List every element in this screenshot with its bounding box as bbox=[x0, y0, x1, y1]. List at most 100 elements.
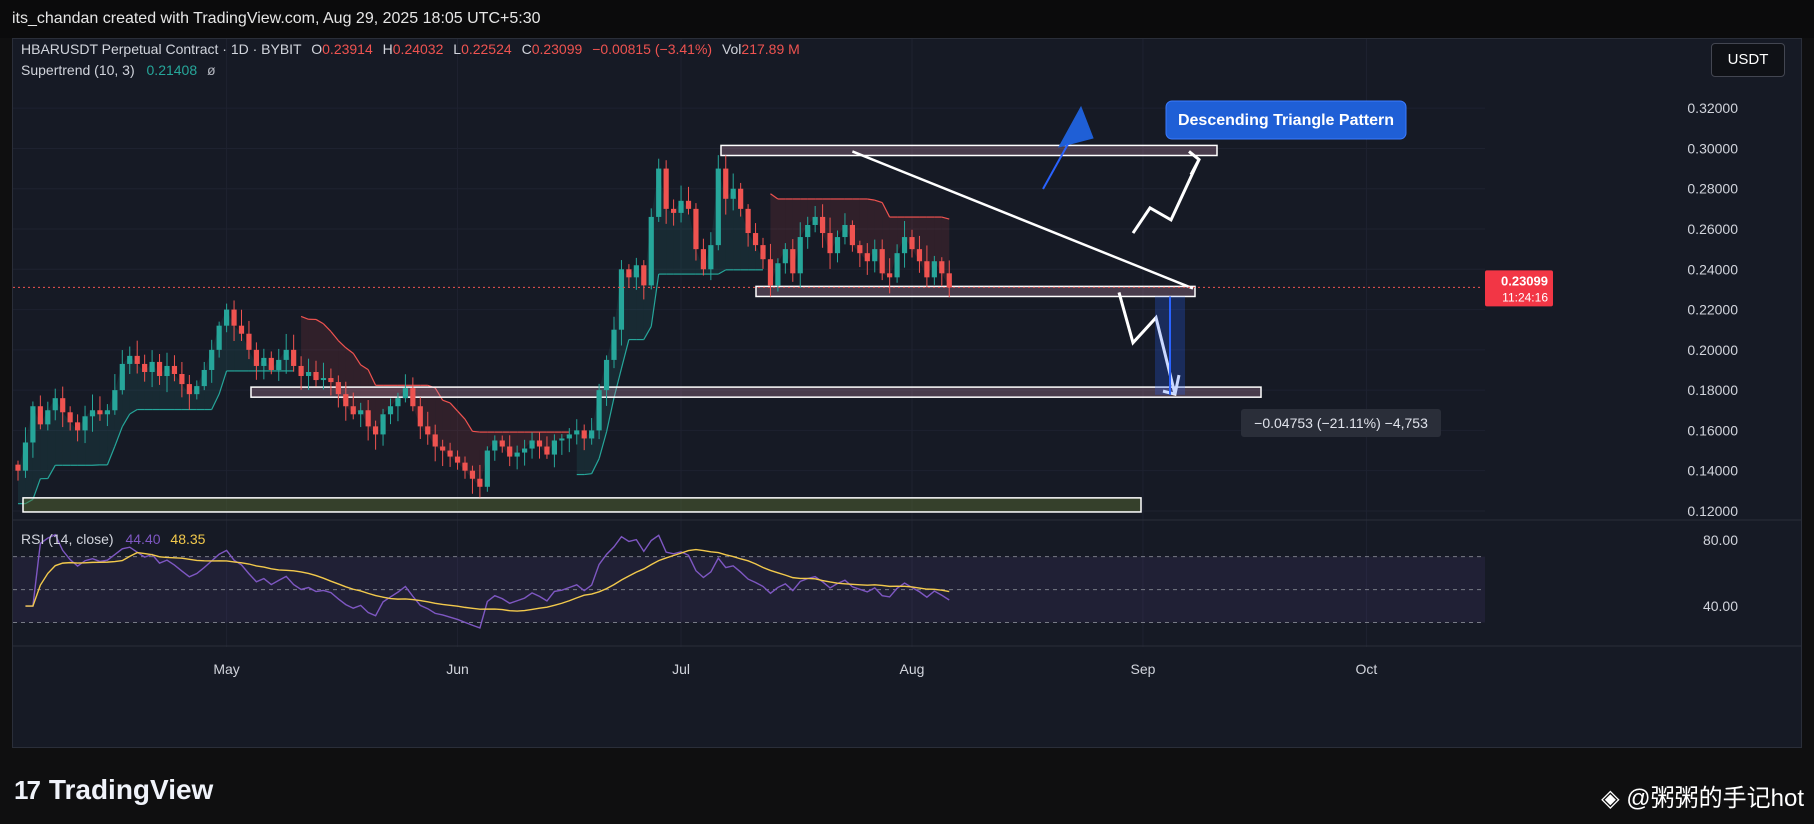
rsi-line bbox=[25, 533, 950, 629]
candle-body bbox=[879, 249, 885, 274]
supertrend-fill bbox=[487, 432, 495, 451]
price-tick-label: 0.26000 bbox=[1687, 221, 1738, 237]
candle-body bbox=[946, 273, 952, 288]
candle-body bbox=[559, 438, 565, 441]
zone-layer bbox=[22, 144, 1262, 513]
candle-body bbox=[901, 237, 908, 254]
axis-layer: 0.32000 0.30000 0.28000 0.26000 0.24000 0.220… bbox=[213, 100, 1738, 677]
candle-body bbox=[887, 273, 893, 278]
price-tick-label: 0.30000 bbox=[1687, 140, 1738, 156]
candle-body bbox=[320, 378, 327, 381]
candle-body bbox=[849, 224, 855, 246]
descending-trendline bbox=[851, 150, 1194, 290]
candle-body bbox=[648, 216, 654, 286]
supertrend-line bbox=[337, 340, 347, 349]
candle-body bbox=[350, 406, 356, 415]
candle-body bbox=[231, 309, 237, 326]
candle-body bbox=[238, 325, 245, 334]
symbol-legend: HBARUSDT Perpetual Contract · 1D · BYBIT… bbox=[21, 41, 800, 57]
candle-body bbox=[305, 371, 312, 377]
measure-label: −0.04753 (−21.11%) −4,753 bbox=[1254, 415, 1428, 431]
supertrend-fill bbox=[897, 217, 905, 254]
candle-body bbox=[678, 200, 684, 213]
rsi-legend[interactable]: RSI (14, close) 44.40 48.35 bbox=[21, 531, 206, 547]
supertrend-fill bbox=[889, 217, 898, 278]
support-resistance-zone bbox=[22, 497, 1142, 513]
candle-body bbox=[253, 349, 259, 366]
supertrend-fill bbox=[524, 432, 533, 449]
candle-body bbox=[730, 188, 736, 199]
supertrend-line bbox=[867, 198, 875, 201]
tradingview-logo[interactable]: 17 TradingView bbox=[14, 774, 214, 805]
supertrend-fill bbox=[688, 208, 696, 275]
candle-body bbox=[224, 309, 230, 326]
callout-leader bbox=[1042, 143, 1069, 190]
price-chart[interactable]: 0.32000 0.30000 0.28000 0.26000 0.24000 0.220… bbox=[13, 39, 1801, 747]
supertrend-fill bbox=[561, 432, 570, 439]
chart-credit: its_chandan created with TradingView.com… bbox=[0, 0, 1814, 38]
candle-body bbox=[82, 416, 88, 431]
supertrend-line bbox=[472, 430, 480, 433]
candle-body bbox=[842, 224, 848, 238]
candle-body bbox=[268, 357, 274, 370]
supertrend-fill bbox=[241, 333, 249, 371]
price-tick-label: 0.22000 bbox=[1687, 302, 1738, 318]
supertrend-fill bbox=[55, 398, 63, 466]
indicator-legend[interactable]: Supertrend (10, 3) 0.21408 ø bbox=[21, 62, 216, 78]
footer: 17 TradingView ◈ @粥粥的手记hot bbox=[0, 760, 1814, 824]
candle-body bbox=[365, 410, 371, 427]
candle-body bbox=[924, 261, 930, 278]
candle-body bbox=[685, 200, 692, 209]
price-tick-label: 0.12000 bbox=[1687, 503, 1738, 519]
candle-body bbox=[484, 450, 490, 487]
candle-body bbox=[551, 440, 557, 455]
supertrend-line bbox=[449, 402, 458, 412]
supertrend-line bbox=[121, 413, 131, 428]
candle-body bbox=[931, 261, 937, 278]
support-resistance-zone bbox=[250, 386, 1262, 398]
supertrend-fill bbox=[167, 365, 175, 410]
supertrend-fill bbox=[234, 325, 242, 371]
supertrend-fill bbox=[733, 188, 741, 270]
candle-body bbox=[156, 361, 163, 377]
supertrend-line bbox=[129, 409, 138, 415]
supertrend-fill bbox=[62, 412, 71, 466]
candle-body bbox=[37, 406, 43, 425]
supertrend-fill bbox=[129, 355, 138, 414]
supertrend-line bbox=[32, 478, 41, 500]
pattern-callout[interactable]: Descending Triangle Pattern bbox=[1042, 100, 1407, 190]
candle-body bbox=[857, 245, 863, 254]
rsi-ma-line bbox=[25, 548, 950, 612]
supertrend-line bbox=[218, 370, 228, 395]
supertrend-fill bbox=[181, 384, 190, 410]
supertrend-line bbox=[367, 369, 377, 386]
candle-body bbox=[782, 249, 788, 264]
candle-body bbox=[469, 470, 476, 479]
currency-button[interactable]: USDT bbox=[1711, 43, 1785, 77]
candle-body bbox=[820, 216, 826, 234]
candle-body bbox=[514, 452, 520, 457]
supertrend-line bbox=[300, 315, 309, 320]
eye-slash-icon: ø bbox=[207, 62, 216, 78]
candle-body bbox=[149, 361, 155, 372]
chart-panel[interactable]: 0.32000 0.30000 0.28000 0.26000 0.24000 0.220… bbox=[12, 38, 1802, 748]
candle-body bbox=[67, 412, 73, 423]
candle-body bbox=[752, 233, 759, 246]
rsi-pane bbox=[13, 533, 1485, 629]
candle-body bbox=[671, 208, 677, 213]
candle-body bbox=[589, 430, 595, 439]
candle-body bbox=[566, 434, 572, 439]
measure-box bbox=[1241, 409, 1441, 437]
candle-body bbox=[127, 355, 133, 364]
supertrend-fill bbox=[554, 432, 562, 441]
candle-body bbox=[134, 355, 140, 364]
candle-body bbox=[432, 434, 438, 447]
candle-body bbox=[164, 365, 170, 377]
candle-body bbox=[544, 446, 550, 455]
candle-body bbox=[745, 208, 751, 234]
supertrend-line bbox=[591, 458, 600, 474]
supertrend-fill bbox=[934, 217, 942, 274]
supertrend-line bbox=[464, 418, 473, 432]
candle-body bbox=[596, 390, 602, 431]
callout-box bbox=[1165, 100, 1407, 140]
